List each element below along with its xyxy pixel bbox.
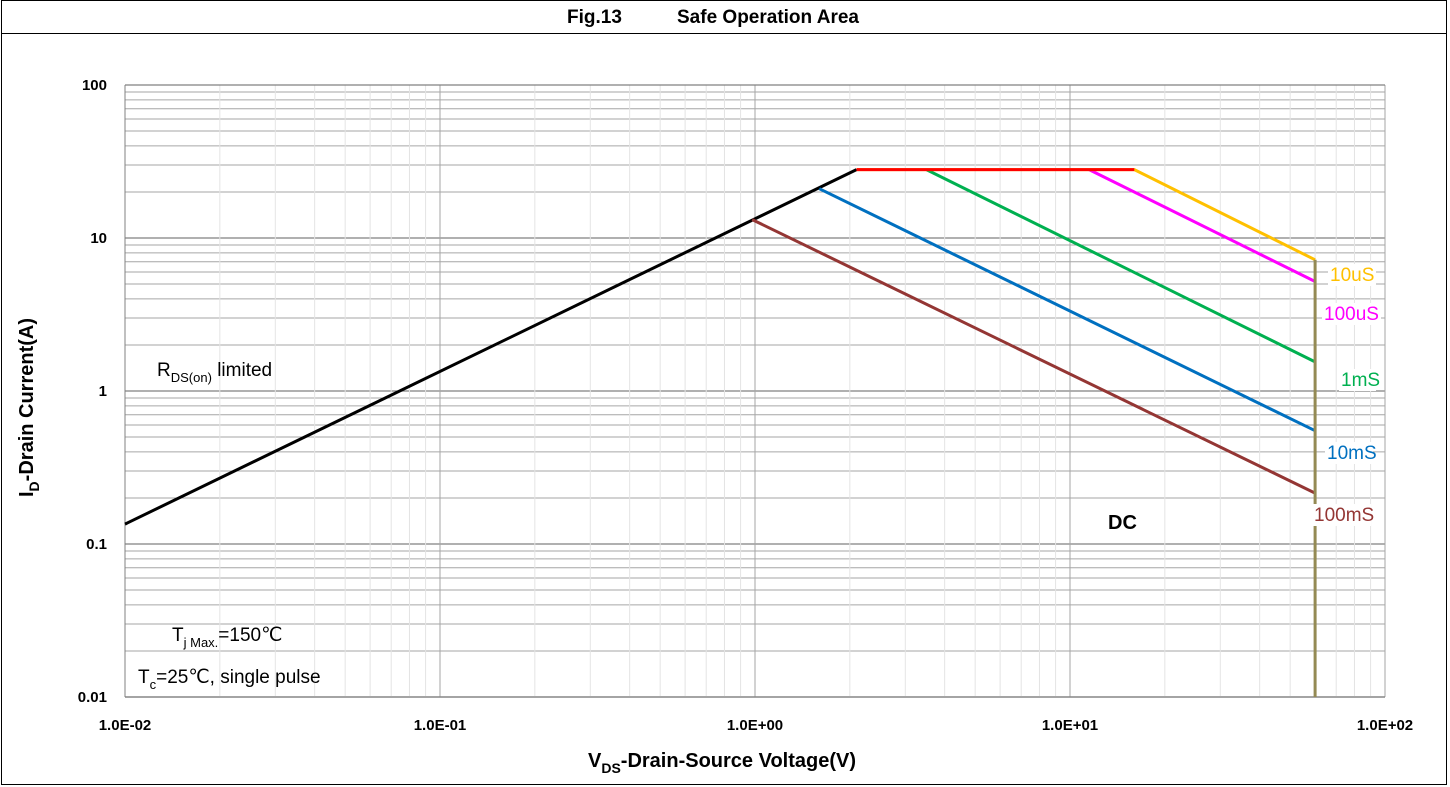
series-label-10us: 10uS [1330,265,1374,286]
y-tick-label: 1 [99,383,107,400]
tc-annotation: Tc=25℃, single pulse [138,667,321,692]
y-tick-label: 100 [82,77,107,94]
x-axis-title: VDS-Drain-Source Voltage(V) [588,750,856,776]
y-tick-label: 10 [90,230,107,247]
y-tick-label: 0.01 [78,689,107,706]
y-axis-title: ID-Drain Current(A) [16,318,42,497]
series-line-100ms [751,218,1316,495]
series-label-bg [1328,264,1376,286]
series-line-10ms [818,187,1316,433]
series-label-bg [1325,442,1373,464]
x-tick-label: 1.0E+00 [727,717,783,734]
figure-number: Fig.13 [567,7,622,28]
x-tick-label: 1.0E-02 [99,717,152,734]
x-tick-label: 1.0E+01 [1042,717,1098,734]
y-tick-label: 0.1 [86,536,107,553]
tj-max-annotation: Tj Max.=150℃ [172,625,282,650]
chart-title: Safe Operation Area [677,7,859,28]
series-label-10ms: 10mS [1327,443,1377,464]
dc-label: DC [1108,512,1137,534]
series-label-bg [1322,303,1381,325]
series-line-100us [1088,168,1316,283]
title-bar: Fig.13 Safe Operation Area [2,1,1446,34]
series-label-100us: 100uS [1324,304,1379,325]
series-line-r-ds-on-limited [124,168,858,526]
x-tick-label: 1.0E-01 [414,717,467,734]
rds-limited-annotation: RDS(on) limited [157,360,272,385]
series-line-1ms [925,168,1316,364]
series-label-100ms: 100mS [1314,505,1374,526]
series-label-bg [1339,369,1376,391]
series-label-bg [1312,504,1371,526]
x-tick-label: 1.0E+02 [1357,717,1413,734]
series-label-1ms: 1mS [1341,370,1380,391]
